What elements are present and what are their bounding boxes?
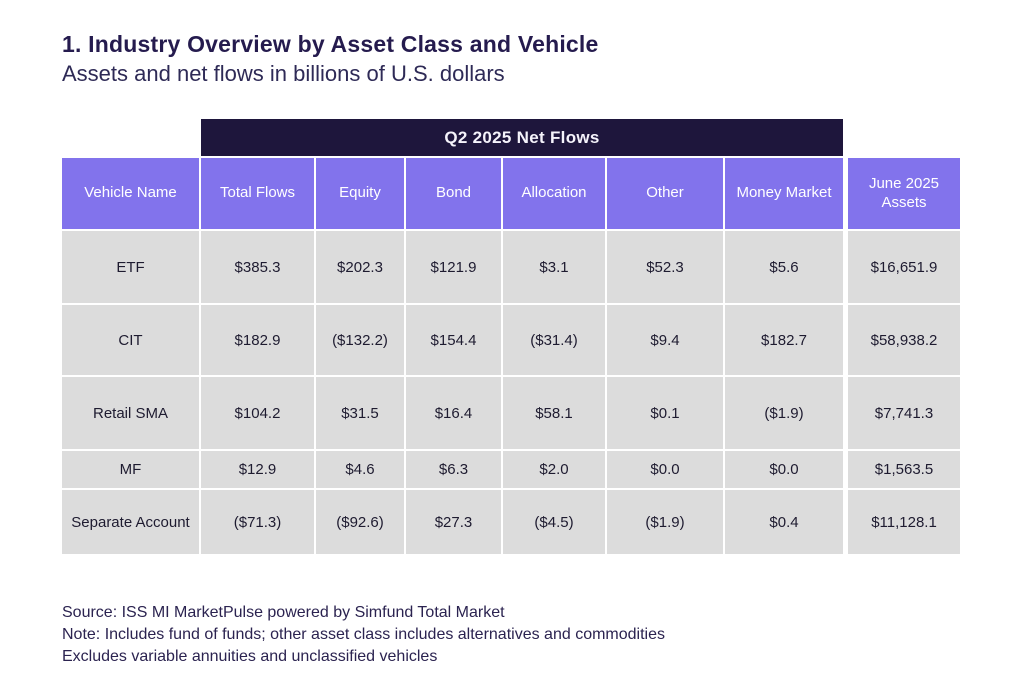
cell-separate-account-assets: $11,128.1 xyxy=(848,490,960,554)
footer-note-2: Excludes variable annuities and unclassi… xyxy=(62,648,438,665)
cell-retail-sma-other: $0.1 xyxy=(607,377,723,449)
cell-etf-other: $52.3 xyxy=(607,231,723,303)
page-subtitle: Assets and net flows in billions of U.S.… xyxy=(62,61,505,86)
row-label-retail-sma: Retail SMA xyxy=(62,377,199,449)
cell-mf-other: $0.0 xyxy=(607,451,723,488)
column-header-total-flows: Total Flows xyxy=(201,158,314,229)
cell-separate-account-total-flows: ($71.3) xyxy=(201,490,314,554)
cell-separate-account-bond: $27.3 xyxy=(406,490,501,554)
page-title: 1. Industry Overview by Asset Class and … xyxy=(62,31,599,57)
cell-etf-money-market: $5.6 xyxy=(725,231,843,303)
cell-mf-allocation: $2.0 xyxy=(503,451,605,488)
cell-retail-sma-equity: $31.5 xyxy=(316,377,404,449)
cell-mf-assets: $1,563.5 xyxy=(848,451,960,488)
cell-mf-bond: $6.3 xyxy=(406,451,501,488)
net-flows-band: Q2 2025 Net Flows xyxy=(201,119,843,156)
row-label-mf: MF xyxy=(62,451,199,488)
cell-etf-total-flows: $385.3 xyxy=(201,231,314,303)
row-label-separate-account: Separate Account xyxy=(62,490,199,554)
column-header-equity: Equity xyxy=(316,158,404,229)
industry-overview-table: Vehicle Name Total Flows Equity Bond All… xyxy=(62,158,960,554)
footer-notes: Source: ISS MI MarketPulse powered by Si… xyxy=(62,602,665,668)
cell-cit-bond: $154.4 xyxy=(406,305,501,375)
cell-separate-account-other: ($1.9) xyxy=(607,490,723,554)
cell-etf-allocation: $3.1 xyxy=(503,231,605,303)
column-header-money-market: Money Market xyxy=(725,158,843,229)
cell-cit-equity: ($132.2) xyxy=(316,305,404,375)
column-header-bond: Bond xyxy=(406,158,501,229)
cell-separate-account-allocation: ($4.5) xyxy=(503,490,605,554)
cell-mf-equity: $4.6 xyxy=(316,451,404,488)
cell-separate-account-equity: ($92.6) xyxy=(316,490,404,554)
cell-mf-total-flows: $12.9 xyxy=(201,451,314,488)
row-label-etf: ETF xyxy=(62,231,199,303)
cell-mf-money-market: $0.0 xyxy=(725,451,843,488)
cell-retail-sma-bond: $16.4 xyxy=(406,377,501,449)
footer-source: Source: ISS MI MarketPulse powered by Si… xyxy=(62,604,505,621)
cell-retail-sma-money-market: ($1.9) xyxy=(725,377,843,449)
cell-separate-account-money-market: $0.4 xyxy=(725,490,843,554)
cell-cit-other: $9.4 xyxy=(607,305,723,375)
footer-note-1: Note: Includes fund of funds; other asse… xyxy=(62,626,665,643)
column-header-allocation: Allocation xyxy=(503,158,605,229)
net-flows-band-title: Q2 2025 Net Flows xyxy=(444,127,600,147)
cell-cit-money-market: $182.7 xyxy=(725,305,843,375)
cell-etf-bond: $121.9 xyxy=(406,231,501,303)
column-header-vehicle-name: Vehicle Name xyxy=(62,158,199,229)
cell-cit-total-flows: $182.9 xyxy=(201,305,314,375)
cell-retail-sma-allocation: $58.1 xyxy=(503,377,605,449)
cell-retail-sma-assets: $7,741.3 xyxy=(848,377,960,449)
cell-etf-assets: $16,651.9 xyxy=(848,231,960,303)
row-label-cit: CIT xyxy=(62,305,199,375)
cell-cit-assets: $58,938.2 xyxy=(848,305,960,375)
cell-retail-sma-total-flows: $104.2 xyxy=(201,377,314,449)
cell-cit-allocation: ($31.4) xyxy=(503,305,605,375)
cell-etf-equity: $202.3 xyxy=(316,231,404,303)
column-header-other: Other xyxy=(607,158,723,229)
column-header-june-2025-assets: June 2025 Assets xyxy=(848,158,960,229)
